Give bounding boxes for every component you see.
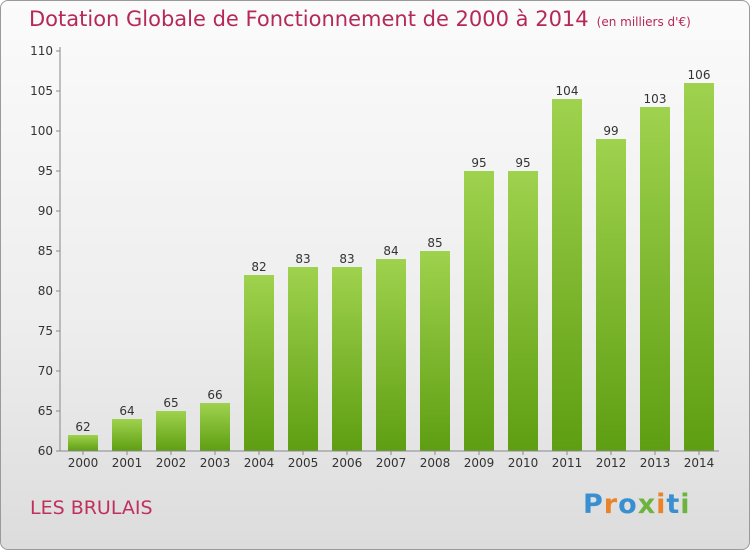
- y-tick-label: 70: [38, 364, 53, 378]
- bar-value-label: 85: [427, 236, 442, 250]
- bar: [640, 107, 670, 451]
- y-tick-label: 100: [30, 124, 53, 138]
- bar-value-label: 104: [556, 84, 579, 98]
- x-tick-label: 2003: [200, 456, 231, 470]
- bar-value-label: 65: [163, 396, 178, 410]
- bar-value-label: 82: [251, 260, 266, 274]
- bar-value-label: 83: [339, 252, 354, 266]
- bar: [112, 419, 142, 451]
- x-tick-label: 2013: [640, 456, 671, 470]
- y-tick-label: 105: [30, 84, 53, 98]
- bar-value-label: 106: [688, 68, 711, 82]
- bar: [420, 251, 450, 451]
- y-tick-label: 60: [38, 444, 53, 458]
- bar: [68, 435, 98, 451]
- bars: 62 64 65 66 82 83 83 84 85 95 95 104 99 103 106: [68, 68, 714, 451]
- bar-value-label: 83: [295, 252, 310, 266]
- bar-value-label: 62: [75, 420, 90, 434]
- bar: [596, 139, 626, 451]
- bar: [376, 259, 406, 451]
- bar: [288, 267, 318, 451]
- bar: [200, 403, 230, 451]
- y-tick-label: 85: [38, 244, 53, 258]
- chart-subtitle: (en milliers d'€): [596, 15, 691, 29]
- bar: [464, 171, 494, 451]
- bar-value-label: 99: [603, 124, 618, 138]
- x-tick-label: 2005: [288, 456, 319, 470]
- x-tick-label: 2000: [68, 456, 99, 470]
- x-tick-label: 2009: [464, 456, 495, 470]
- bar: [156, 411, 186, 451]
- x-tick-label: 2014: [684, 456, 715, 470]
- chart-title-text: Dotation Globale de Fonctionnement de 20…: [29, 7, 589, 31]
- x-tick-label: 2004: [244, 456, 275, 470]
- x-tick-label: 2008: [420, 456, 451, 470]
- bar: [244, 275, 274, 451]
- commune-name: LES BRULAIS: [30, 497, 153, 519]
- x-tick-label: 2011: [552, 456, 583, 470]
- bar: [684, 83, 714, 451]
- x-tick-label: 2012: [596, 456, 627, 470]
- x-tick-label: 2006: [332, 456, 363, 470]
- x-tick-label: 2007: [376, 456, 407, 470]
- bar-value-label: 95: [471, 156, 486, 170]
- bar: [552, 99, 582, 451]
- y-axis: 60 65 70 75 80 85 90 95 100 105 110: [30, 44, 61, 458]
- x-tick-label: 2002: [156, 456, 187, 470]
- chart-title: Dotation Globale de Fonctionnement de 20…: [29, 7, 691, 31]
- y-tick-label: 65: [38, 404, 53, 418]
- bar-value-label: 84: [383, 244, 398, 258]
- bar-value-label: 64: [119, 404, 134, 418]
- y-tick-label: 80: [38, 284, 53, 298]
- x-tick-label: 2010: [508, 456, 539, 470]
- x-tick-label: 2001: [112, 456, 143, 470]
- bar: [508, 171, 538, 451]
- proxiti-logo: Proxiti: [583, 489, 691, 520]
- bar-value-label: 66: [207, 388, 222, 402]
- bar-value-label: 95: [515, 156, 530, 170]
- y-tick-label: 95: [38, 164, 53, 178]
- bar-value-label: 103: [644, 92, 667, 106]
- y-tick-label: 75: [38, 324, 53, 338]
- y-tick-label: 110: [30, 44, 53, 58]
- y-tick-label: 90: [38, 204, 53, 218]
- bar: [332, 267, 362, 451]
- x-axis: 2000 2001 2002 2003 2004 2005 2006 2007 2008 2009…: [60, 450, 719, 470]
